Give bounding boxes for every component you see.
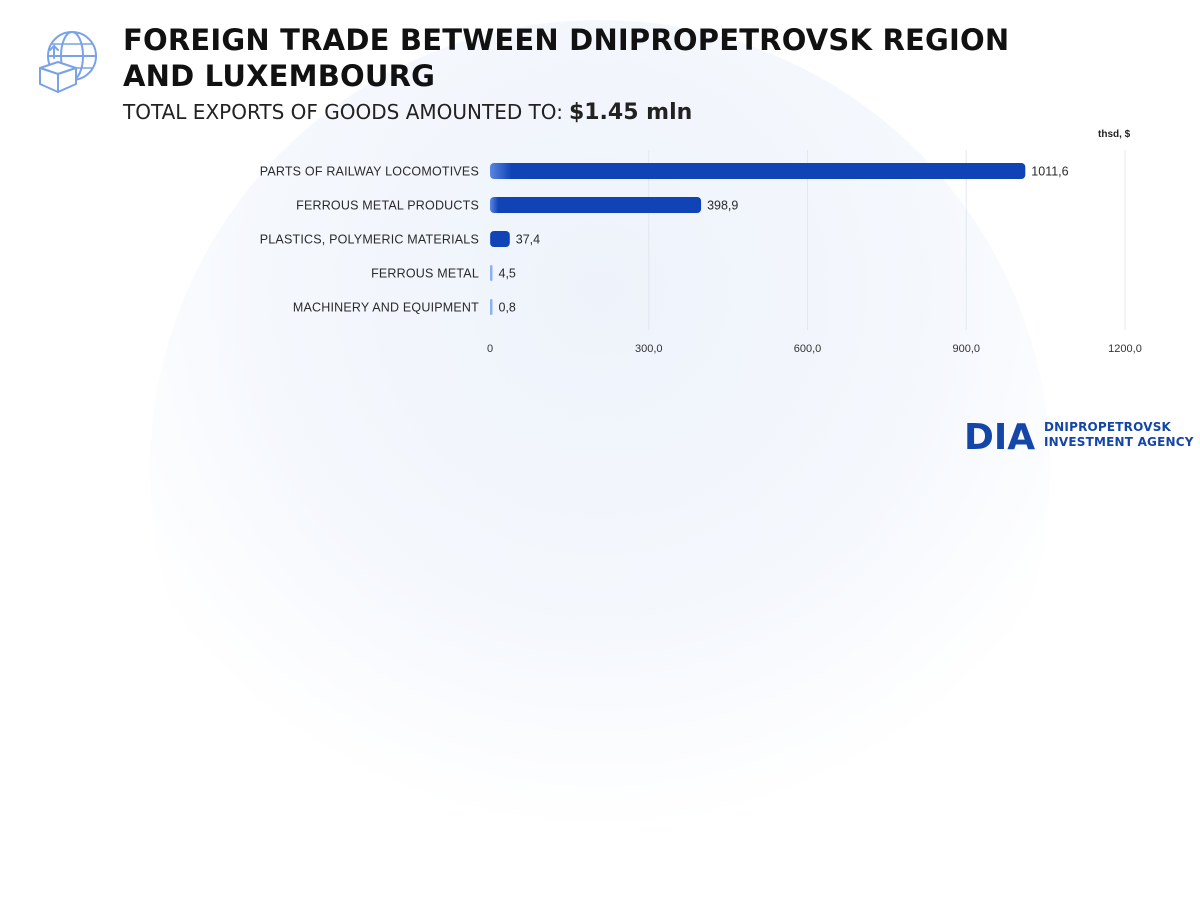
value-label: 37,4 [516,233,540,247]
brand-mark-text: DIA [964,417,1035,454]
x-tick-label: 600,0 [794,343,822,355]
bar-chart: 0 300,0 600,0 900,0 1200,0 PARTS OF RAILWAY L… [260,150,1142,355]
bar [490,163,1026,179]
bar [490,197,702,213]
category-label: FERROUS METAL [371,267,479,281]
subtitle-prefix: TOTAL EXPORTS OF GOODS AMOUNTED TO: [123,100,563,124]
x-tick-label: 300,0 [635,343,663,355]
dia-logo-icon: DIA [964,417,1035,454]
brand-logo: DIA DNIPROPETROVSK INVESTMENT AGENCY [964,416,1194,454]
value-label: 0,8 [499,301,516,315]
value-label: 4,5 [499,267,516,281]
category-label: MACHINERY AND EQUIPMENT [293,301,479,315]
brand-name: DNIPROPETROVSK INVESTMENT AGENCY [1044,420,1194,450]
category-label: PARTS OF RAILWAY LOCOMOTIVES [260,165,479,179]
bar [490,231,510,247]
bar [490,265,493,281]
value-label: 398,9 [707,199,738,213]
total-exports-value: $1.45 mln [568,100,693,125]
bar [490,299,493,315]
page-subtitle: TOTAL EXPORTS OF GOODS AMOUNTED TO: $1.45… [123,100,692,125]
brand-line-1: DNIPROPETROVSK [1044,420,1172,434]
unit-label: thsd, $ [1098,129,1131,140]
x-tick-label: 1200,0 [1108,343,1142,355]
value-label: 1011,6 [1031,165,1068,179]
x-tick-label: 0 [487,343,493,355]
globe-export-box-icon [39,31,97,93]
category-label: FERROUS METAL PRODUCTS [296,199,479,213]
category-label: PLASTICS, POLYMERIC MATERIALS [260,233,479,247]
brand-line-2: INVESTMENT AGENCY [1044,435,1194,449]
page-title: FOREIGN TRADE BETWEEN DNIPROPETROVSK REG… [123,23,1010,93]
x-tick-label: 900,0 [952,343,980,355]
